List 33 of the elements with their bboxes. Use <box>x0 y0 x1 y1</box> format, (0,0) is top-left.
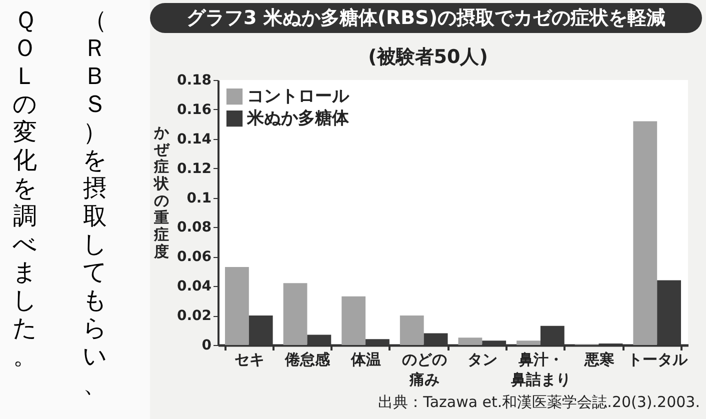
x-tick-label: トータル <box>628 350 689 368</box>
chart-title: グラフ3 米ぬか多糖体(RBS)の摂取でカゼの症状を軽減 <box>150 3 702 33</box>
y-tick-label: 0 <box>202 338 212 354</box>
y-tick-label: 0.08 <box>176 220 212 236</box>
y-tick-label: 0.04 <box>176 278 212 295</box>
x-tick-label: のどの痛み <box>402 350 447 388</box>
chart-subtitle: (被験者50人) <box>367 45 489 70</box>
bar <box>283 283 308 345</box>
x-tick-label: タン <box>468 350 498 368</box>
x-tick-label: 倦怠感 <box>284 350 332 368</box>
bar <box>458 338 482 345</box>
x-tick-label: 体温 <box>350 350 382 368</box>
text: ＱＯＬの変化を調べました。 <box>12 6 38 370</box>
legend-label: コントロール <box>247 86 350 106</box>
y-tick-label: 0.02 <box>176 308 212 324</box>
y-tick-label: 0.12 <box>176 160 212 177</box>
y-axis-title: かぜ症状の重症度 <box>153 124 171 260</box>
bar <box>400 316 424 345</box>
source-note: 出典：Tazawa et.和漢医薬学会誌.20(3).2003. <box>378 393 700 412</box>
bar <box>342 296 366 345</box>
y-tick-label: 0.06 <box>176 249 212 266</box>
legend-label: 米ぬか多糖体 <box>246 108 350 128</box>
bar <box>225 266 249 345</box>
x-tick-label: 鼻汁・鼻詰まり <box>510 350 571 388</box>
bar <box>516 340 540 345</box>
y-tick-label: 0.16 <box>176 102 212 118</box>
y-tick-label: 0.18 <box>176 72 212 88</box>
bar <box>633 121 658 345</box>
text: （ＲＢＳ）を摂取してもらい、 <box>82 6 108 398</box>
x-tick-label: セキ <box>234 350 264 368</box>
x-tick-label: 悪寒 <box>583 350 614 368</box>
y-tick-label: 0.1 <box>186 190 212 206</box>
y-tick-label: 0.14 <box>176 131 212 148</box>
